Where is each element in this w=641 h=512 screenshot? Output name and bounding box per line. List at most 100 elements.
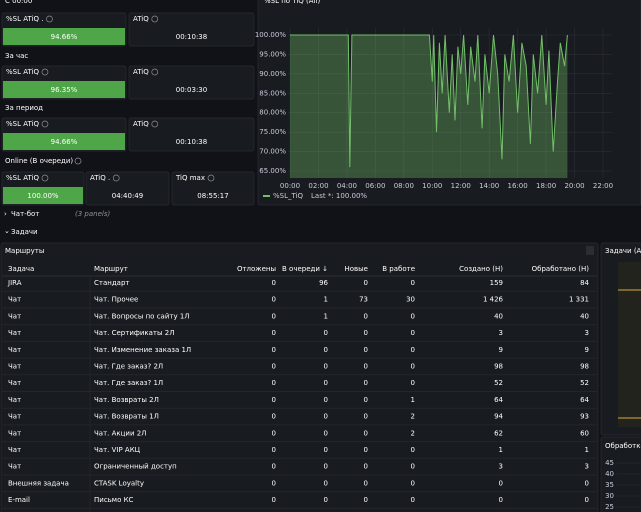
table-cell: Чат: [8, 396, 21, 404]
section-label: За период: [5, 104, 43, 112]
table-cell: 1: [324, 296, 328, 304]
stat-panel: [85, 171, 170, 206]
table-cell: 0: [324, 446, 328, 454]
side-plot: [618, 262, 641, 427]
table-cell: Чат: [8, 363, 21, 371]
side-y-tick: 40: [605, 470, 614, 478]
stat-title: %SL ATiQ .: [6, 15, 43, 23]
table-cell: Чат. Акции 2Л: [94, 429, 146, 437]
table-cell: JIRA: [7, 279, 22, 287]
x-tick-label: 18:00: [536, 182, 556, 190]
table-cell: 0: [324, 429, 328, 437]
stat-value: 96.35%: [51, 86, 78, 94]
table-cell: E-mail: [8, 496, 30, 504]
stat-value: 00:03:30: [176, 86, 207, 94]
column-header: Новые: [344, 265, 368, 273]
info-icon: [207, 174, 215, 182]
stat-title: ATiQ .: [90, 174, 110, 182]
table-cell: 40: [494, 312, 503, 320]
table-cell: 0: [411, 279, 415, 287]
table-cell: 94: [494, 413, 503, 421]
stat-title: %SL ATiQ: [6, 174, 39, 182]
chart-title: %SL по TiQ (All): [264, 0, 320, 5]
legend-calc: Last *: 100.00%: [311, 192, 367, 200]
side-title: Задачи (All: [605, 247, 641, 255]
table-cell: 0: [272, 446, 276, 454]
section-label: С 00:00: [5, 0, 32, 5]
info-icon: [112, 174, 120, 182]
table-cell: 0: [324, 346, 328, 354]
section-label: Online (В очереди): [5, 157, 73, 165]
side-y-tick: 30: [605, 492, 614, 500]
table-cell: 0: [272, 463, 276, 471]
table-cell: Чат: [8, 429, 21, 437]
table-cell: 0: [364, 463, 368, 471]
table-cell: 9: [499, 346, 503, 354]
table-cell: Чат: [8, 312, 21, 320]
column-header: В очереди ↓: [282, 265, 328, 273]
stat-panel: [128, 117, 255, 152]
table-cell: 0: [364, 379, 368, 387]
column-header: Отложены: [237, 265, 276, 273]
row-title: Задачи: [11, 228, 38, 236]
table-cell: 0: [411, 312, 415, 320]
y-tick-label: 70.00%: [259, 148, 286, 156]
column-header: Создано (Н): [459, 265, 503, 273]
table-cell: 0: [364, 446, 368, 454]
table-panel: [0, 242, 599, 512]
table-cell: 73: [359, 296, 368, 304]
stat-title: ATiQ: [133, 68, 149, 76]
stat-value: 94.66%: [51, 33, 78, 41]
table-cell: 0: [411, 346, 415, 354]
table-cell: 0: [272, 296, 276, 304]
stat-fill: [3, 187, 83, 204]
table-cell: Чат: [8, 446, 21, 454]
table-cell: 0: [272, 429, 276, 437]
table-cell: 64: [580, 396, 589, 404]
table-cell: 0: [499, 496, 503, 504]
y-tick-label: 100.00%: [255, 31, 286, 39]
y-tick-label: 65.00%: [259, 167, 286, 175]
chevron: ›: [4, 210, 7, 218]
table-cell: 0: [364, 496, 368, 504]
menu-icon[interactable]: [586, 246, 594, 255]
stat-panel: [128, 65, 255, 100]
x-tick-label: 02:00: [308, 182, 328, 190]
table-cell: 40: [580, 312, 589, 320]
x-tick-label: 04:00: [337, 182, 357, 190]
table-cell: 0: [272, 329, 276, 337]
table-cell: 0: [411, 329, 415, 337]
stat-title: %SL ATiQ: [6, 120, 39, 128]
table-cell: Чат. Сертификаты 2Л: [94, 329, 174, 337]
table-cell: 30: [406, 296, 415, 304]
table-cell: 3: [585, 463, 589, 471]
info-icon: [41, 120, 49, 128]
table-cell: 1 426: [483, 296, 504, 304]
stat-fill: [3, 133, 125, 150]
table-cell: Чат. Прочее: [94, 296, 138, 304]
table-cell: Чат. Где заказ? 2Л: [94, 363, 163, 371]
table-cell: 3: [585, 329, 589, 337]
stat-value: 04:40:49: [112, 192, 143, 200]
info-icon: [46, 15, 53, 23]
table-cell: 0: [324, 379, 328, 387]
stat-fill: [3, 28, 125, 45]
area: [290, 35, 568, 178]
stat-value: 94.66%: [51, 138, 78, 146]
table-cell: 93: [580, 413, 589, 421]
line: [290, 34, 568, 168]
table-cell: 0: [364, 329, 368, 337]
table-cell: 0: [411, 363, 415, 371]
table-cell: 159: [490, 279, 503, 287]
info-icon: [151, 15, 159, 23]
row-title: Чат-бот: [11, 210, 39, 218]
table-cell: 0: [364, 363, 368, 371]
table-cell: 98: [494, 363, 503, 371]
y-tick-label: 80.00%: [259, 109, 286, 117]
y-tick-label: 85.00%: [259, 89, 286, 97]
table-cell: Чат. Возвраты 1Л: [94, 413, 159, 421]
column-header: Задача: [8, 265, 34, 273]
table-cell: 0: [272, 479, 276, 487]
table-cell: 0: [585, 496, 589, 504]
